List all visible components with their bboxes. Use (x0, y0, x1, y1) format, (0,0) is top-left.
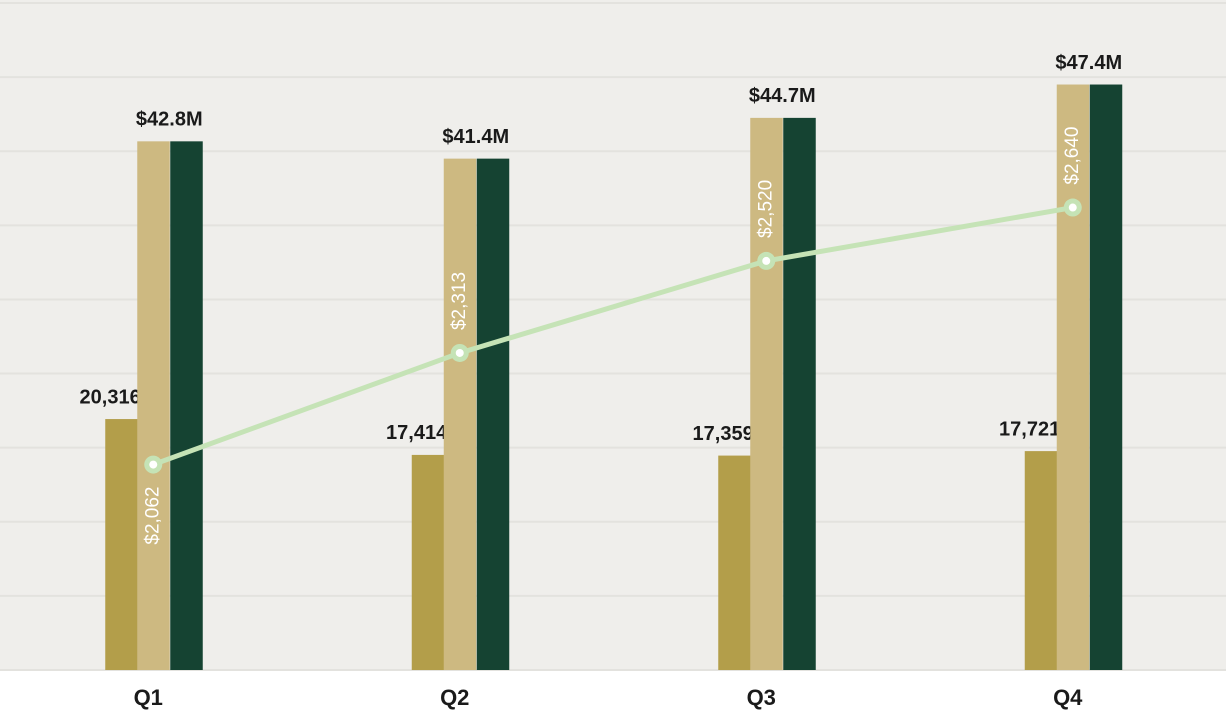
value-label: $2,520 (755, 180, 776, 238)
value-label: $2,640 (1062, 126, 1083, 184)
point-center (455, 348, 464, 357)
bar (1024, 451, 1058, 670)
value-label: $44.7M (749, 85, 816, 107)
x-tick-label: Q3 (747, 685, 776, 710)
bar (137, 141, 170, 670)
bar (1089, 84, 1123, 671)
plot-background (0, 0, 1226, 670)
value-label: $41.4M (442, 126, 509, 148)
bar (1056, 84, 1090, 671)
bar (718, 455, 751, 670)
x-tick-label: Q2 (440, 685, 469, 710)
value-label: $2,313 (449, 272, 470, 330)
point-center (1068, 203, 1077, 212)
bar (105, 419, 138, 670)
bar (750, 117, 783, 671)
bar (443, 158, 477, 670)
bar (411, 454, 445, 670)
bar (476, 158, 510, 670)
bar (783, 117, 816, 671)
bar (170, 141, 203, 670)
x-tick-label: Q1 (134, 685, 163, 710)
value-label: $2,062 (142, 487, 163, 545)
x-tick-label: Q4 (1053, 685, 1083, 710)
line (152, 205, 1074, 467)
value-label: $42.8M (136, 109, 203, 131)
point-center (762, 256, 771, 265)
point-center (149, 460, 158, 469)
value-label: $47.4M (1055, 52, 1122, 74)
